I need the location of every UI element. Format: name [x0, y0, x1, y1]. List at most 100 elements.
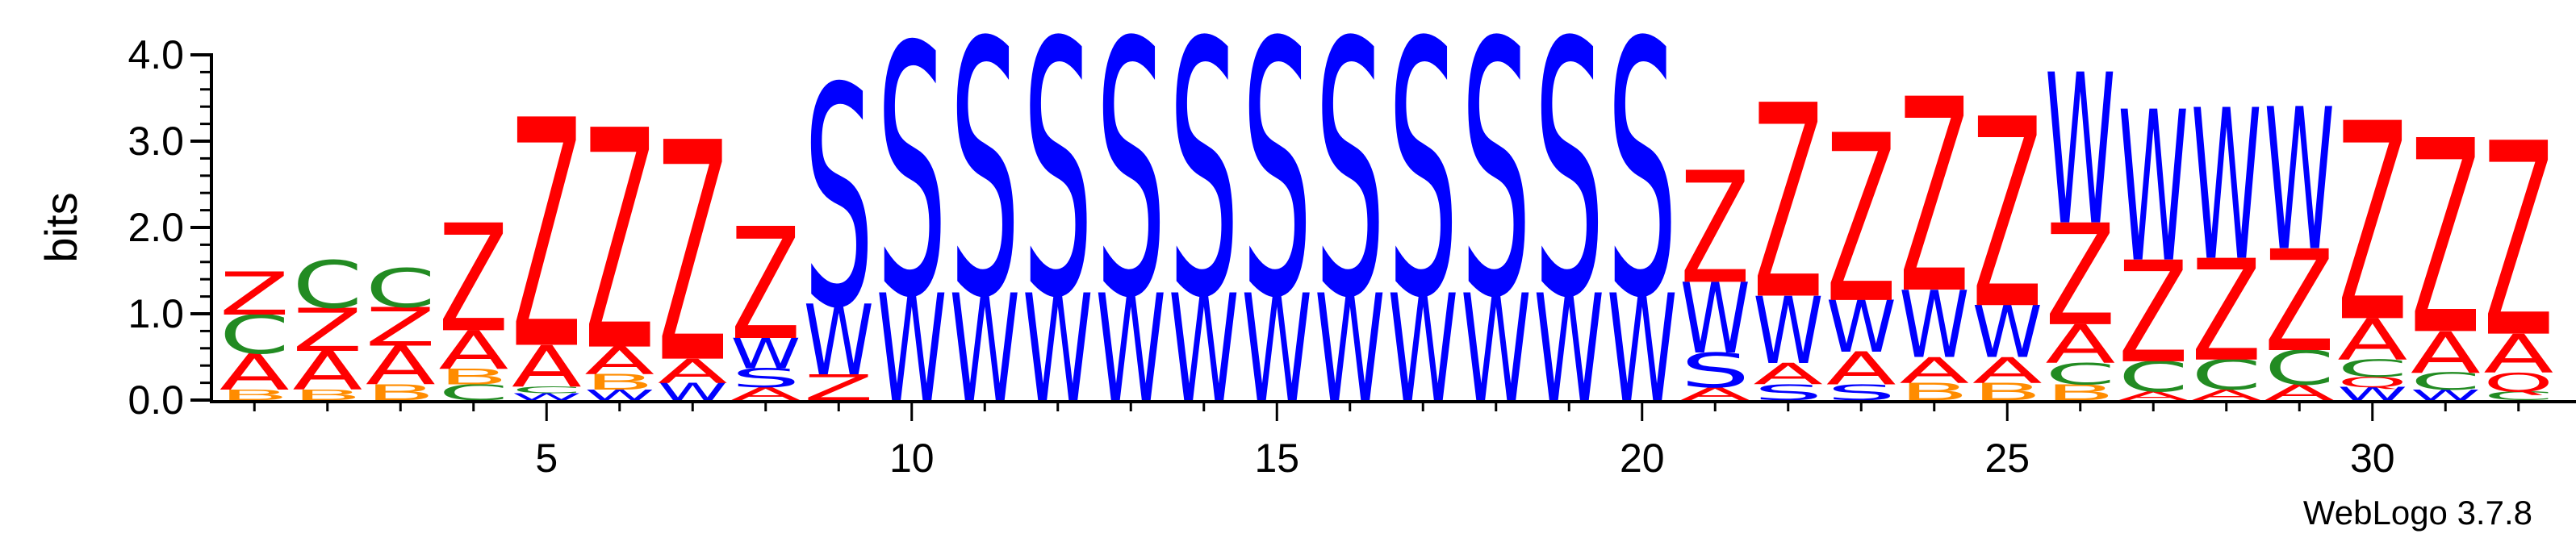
- logo-letter-W: W: [2045, 31, 2115, 272]
- logo-letter-A: A: [1753, 357, 1823, 392]
- logo-letter-W: W: [1680, 262, 1750, 375]
- logo-letter-B: B: [220, 387, 290, 403]
- logo-letter-Z: Z: [2045, 194, 2115, 357]
- logo-letter-Z: Z: [1899, 43, 1969, 352]
- logo-letter-W: W: [1753, 278, 1823, 386]
- logo-letter-C: C: [2118, 353, 2189, 401]
- logo-letter-Z: Z: [292, 297, 362, 365]
- logo-letter-Z: Z: [658, 79, 728, 430]
- y-axis-title: bits: [36, 192, 86, 262]
- logo-letter-S: S: [1607, 0, 1677, 375]
- logo-letter-A: A: [366, 335, 436, 397]
- logo-letter-C: C: [512, 385, 582, 396]
- logo-column-18: WS: [1461, 0, 1531, 435]
- logo-letter-A: A: [2411, 320, 2481, 386]
- logo-letter-C: C: [2337, 355, 2407, 382]
- logo-letter-Z: Z: [1826, 87, 1896, 355]
- logo-letter-C: C: [2411, 368, 2481, 395]
- logo-letter-Z: Z: [1753, 48, 1823, 358]
- logo-letter-C: C: [366, 258, 436, 319]
- logo-letter-S: S: [1096, 0, 1166, 375]
- logo-column-15: WS: [1242, 0, 1312, 435]
- logo-column-13: WS: [1096, 0, 1166, 435]
- logo-letter-C: C: [2483, 389, 2553, 402]
- logo-column-11: WS: [950, 0, 1020, 435]
- logo-letter-A: A: [584, 339, 654, 383]
- logo-letter-A: A: [2045, 314, 2115, 376]
- logo-letter-S: S: [1680, 343, 1750, 398]
- logo-letter-A: A: [658, 352, 728, 391]
- logo-letter-Z: Z: [438, 194, 508, 366]
- y-axis: 0.0 1.0 2.0 3.0 4.0: [128, 32, 213, 423]
- logo-column-17: WS: [1388, 0, 1458, 435]
- y-tick-label: 1.0: [128, 291, 184, 336]
- logo-letter-W: W: [2411, 387, 2481, 404]
- logo-letter-A: A: [1826, 344, 1896, 396]
- logo-letter-B: B: [292, 387, 362, 403]
- logo-letter-W: W: [2264, 67, 2335, 294]
- logo-column-14: WS: [1169, 0, 1239, 435]
- logo-letter-W: W: [2118, 69, 2189, 309]
- logo-column-10: WS: [876, 0, 947, 435]
- logo-column-19: WS: [1534, 0, 1604, 435]
- logo-letter-W: W: [730, 330, 801, 378]
- logo-letter-S: S: [1388, 0, 1458, 375]
- y-tick-label: 4.0: [128, 32, 184, 77]
- logo-letter-W: W: [1972, 290, 2043, 373]
- logo-letter-S: S: [1022, 0, 1093, 375]
- logo-letter-W: W: [584, 387, 654, 404]
- logo-letter-C: C: [2045, 357, 2115, 392]
- logo-letter-S: S: [1315, 0, 1385, 375]
- logo-letter-W: W: [512, 391, 582, 402]
- weblogo-credit: WebLogo 3.7.8: [2303, 494, 2532, 532]
- x-tick-label: 25: [1984, 436, 2030, 481]
- logo-letter-S: S: [876, 0, 947, 373]
- logo-letter-Z: Z: [2411, 84, 2481, 394]
- logo-letter-A: A: [2118, 390, 2189, 403]
- logo-letter-A: A: [1972, 350, 2043, 391]
- logo-letter-Q: Q: [2483, 368, 2553, 398]
- logo-letter-W: W: [2191, 67, 2261, 307]
- logo-letter-Z: Z: [220, 261, 290, 329]
- logo-letter-Z: Z: [584, 67, 654, 418]
- logo-column-16: WS: [1315, 0, 1385, 435]
- x-tick-label: 20: [1620, 436, 1665, 481]
- logo-letter-Z: Z: [2191, 230, 2261, 393]
- logo-letter-A: A: [2337, 307, 2407, 373]
- logo-letter-Z: Z: [2264, 220, 2335, 383]
- logo-letter-Z: Z: [512, 56, 582, 420]
- x-axis: 5 10 15 20 25 30: [210, 400, 2576, 481]
- logo-letter-A: A: [1899, 350, 1969, 391]
- logo-letter-Z: Z: [2483, 86, 2553, 396]
- logo-letter-S: S: [1242, 0, 1312, 375]
- logo-letter-Z: Z: [730, 197, 801, 375]
- logo-letter-B: B: [584, 370, 654, 395]
- logo-letter-Z: Z: [2118, 231, 2189, 394]
- logo-column-7: WAZ: [658, 79, 728, 430]
- logo-letter-A: A: [292, 340, 362, 402]
- logo-letter-Q: Q: [2337, 374, 2407, 390]
- logo-letter-C: C: [220, 305, 290, 366]
- logo-letter-Z: Z: [1680, 140, 1750, 319]
- x-tick-label: 15: [1254, 436, 1299, 481]
- logo-letter-C: C: [2191, 352, 2261, 399]
- logo-letter-S: S: [1461, 0, 1531, 375]
- logo-letter-W: W: [1826, 286, 1896, 369]
- logo-letter-S: S: [1169, 0, 1239, 375]
